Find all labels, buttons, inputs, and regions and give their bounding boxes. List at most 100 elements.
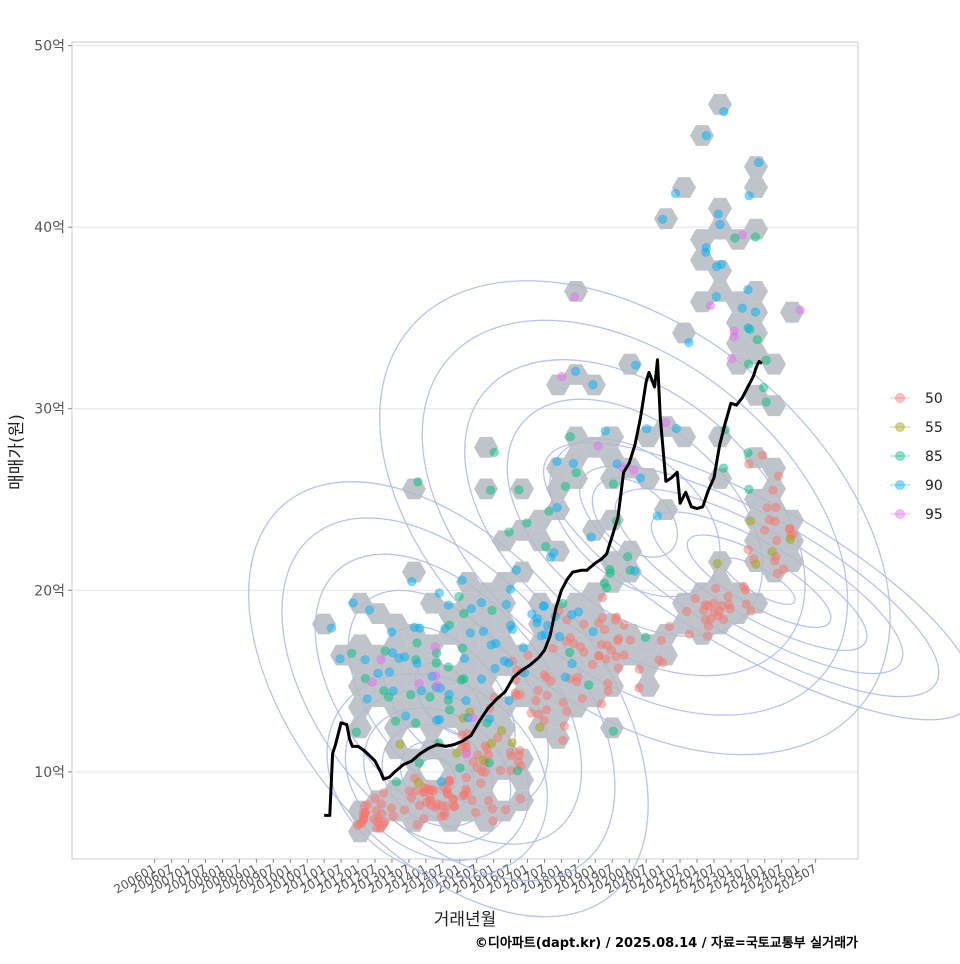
hexbin-cell [384,696,408,718]
data-point [727,353,737,364]
data-point [415,623,425,633]
data-point [745,516,756,526]
data-point [560,672,571,682]
data-point [628,465,639,475]
y-tick-label: 40억 [34,220,65,236]
data-point [376,654,386,665]
data-point [487,605,497,616]
data-point [613,633,624,644]
data-point [459,608,469,619]
hexbin-cell [564,281,588,302]
data-point [671,423,682,434]
data-point [489,447,499,458]
data-point [730,233,740,243]
hexbin-cell [384,779,408,801]
data-point [326,623,337,633]
data-point [601,654,611,664]
data-point [538,601,549,611]
data-point [440,623,450,634]
data-point [611,651,621,662]
data-point [503,658,514,668]
data-point [386,803,397,813]
data-point [487,804,498,814]
hexbin-cell [744,218,768,240]
data-point [558,697,568,708]
data-point [567,658,577,669]
data-point [434,588,444,598]
data-point [511,565,522,575]
hexbin-cell [618,644,642,666]
legend-label: 50 [925,391,943,407]
data-point [371,805,381,816]
data-point [347,648,357,659]
x-axis-ticks: 2006012006072007012007072008012008072009… [112,859,819,897]
data-point [431,671,441,681]
data-point [466,604,477,614]
density-contour [314,553,583,845]
data-point [373,668,383,679]
data-point [588,380,598,390]
data-point [545,552,556,562]
data-point [379,686,389,696]
data-point [478,626,489,637]
data-point [375,823,385,834]
data-point [412,638,422,648]
data-point [759,525,770,535]
data-point [613,663,624,673]
data-point [512,766,523,776]
data-point [719,106,729,117]
data-point [770,516,780,527]
hexbin-cell [636,675,660,697]
data-point [743,359,754,369]
legend-symbol [895,480,905,490]
hexbin-cell [492,634,516,656]
data-point [443,600,454,610]
data-point [771,502,781,513]
legend-symbol [895,393,905,403]
data-point [400,711,411,721]
data-point [414,678,425,689]
data-point [387,648,398,658]
data-point [785,534,796,545]
data-point [753,157,764,168]
data-point [565,432,576,442]
data-point [703,621,714,631]
data-point [682,606,692,617]
data-point [560,481,571,492]
data-point [596,699,607,709]
data-point [684,629,695,639]
hexbin-cell [456,613,480,635]
data-point [459,653,470,664]
data-point [737,303,748,313]
data-point [554,631,565,642]
data-point [406,690,416,700]
data-point [455,763,465,773]
data-point [488,816,498,826]
data-point [757,450,768,460]
data-point [445,705,455,715]
data-point [364,605,375,615]
data-point [635,473,646,483]
y-axis-ticks: 10억 20억 30억 40억 50억 [34,39,72,781]
data-point [539,715,549,726]
hexbin-cell [744,488,768,510]
data-point [596,639,607,650]
data-point [378,788,389,798]
data-point [715,219,725,230]
hexbin-cell [744,509,768,531]
data-point [586,532,596,542]
data-point [630,566,640,576]
data-point [386,627,397,637]
data-point [362,694,372,704]
data-point [472,750,483,760]
data-point [593,441,603,451]
data-point [384,692,394,702]
hexbin-cell [420,696,444,718]
data-point [443,662,454,672]
data-point [413,477,423,487]
data-point [425,692,435,702]
data-point [432,680,442,691]
data-point [523,650,533,660]
data-point [458,791,468,801]
